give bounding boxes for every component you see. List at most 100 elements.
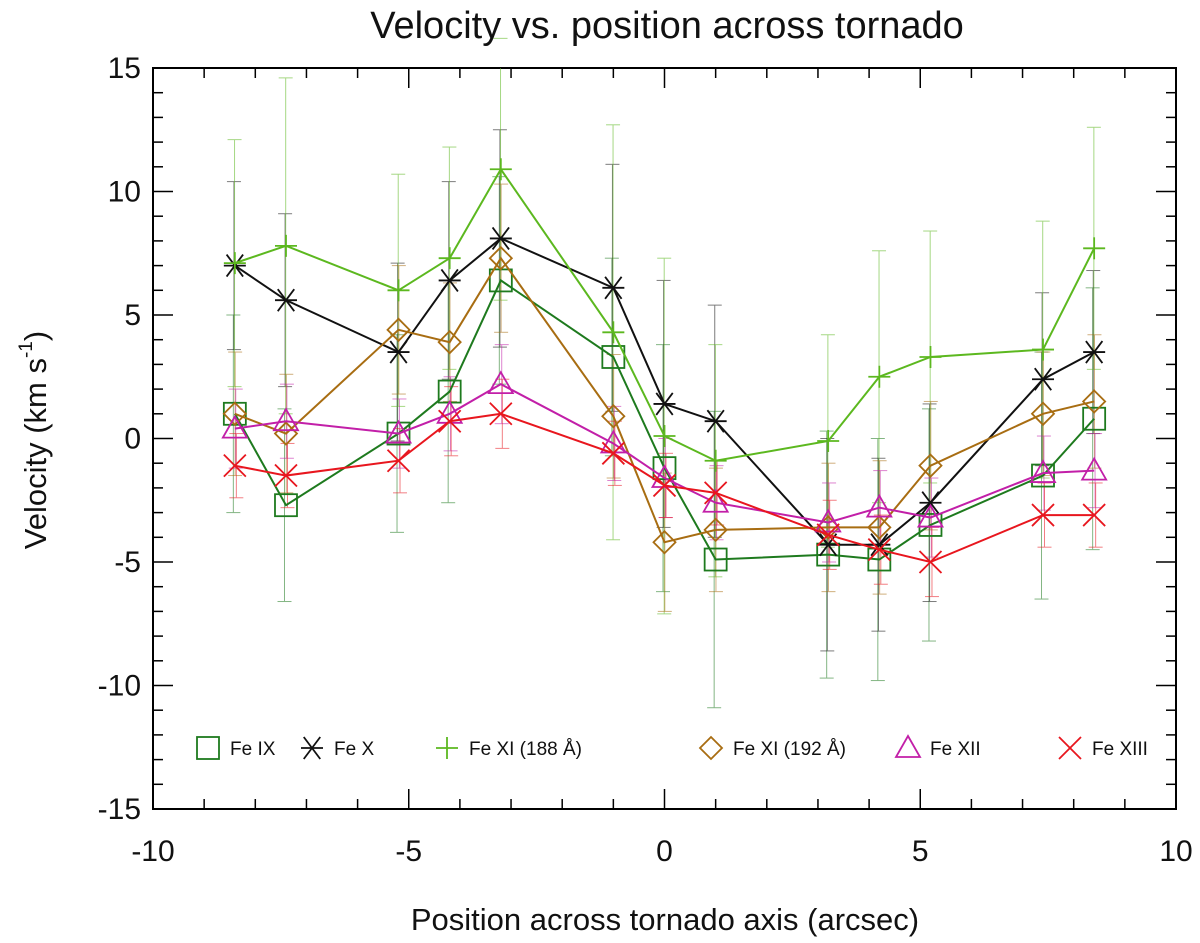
point-fe-xi-188 (868, 365, 891, 388)
x-stroke-2 (867, 538, 891, 562)
x-stroke-2 (601, 441, 625, 465)
ast-d2 (1085, 340, 1104, 364)
legend-label-fe-xi-192: Fe XI (192 Å) (733, 739, 846, 760)
point-fe-xiii (438, 409, 462, 433)
x-stroke-2 (816, 523, 840, 547)
ast-d2 (921, 491, 940, 515)
point-fe-xi-188 (602, 321, 625, 344)
point-fe-xi-188 (817, 429, 840, 452)
point-fe-xi-192 (918, 453, 943, 478)
legend-label-fe-xi-188: Fe XI (188 Å) (469, 739, 582, 760)
point-fe-xii (436, 399, 464, 424)
y-axis-label-exponent: -1 (16, 341, 37, 358)
x-stroke-2 (438, 409, 462, 433)
point-fe-ix (601, 345, 626, 369)
x-stroke-2 (489, 402, 513, 426)
legend-item-fe-xi-192: Fe XI (192 Å) (698, 735, 846, 761)
point-fe-xi-188 (489, 158, 512, 181)
point-fe-x (868, 533, 891, 557)
errorbar-layer (226, 37, 1103, 709)
point-fe-xi-188 (919, 345, 942, 368)
legend-marker-fe-xiii (1058, 736, 1082, 760)
ast-d2 (440, 268, 459, 292)
x-stroke-2 (1031, 503, 1055, 527)
legend-item-fe-x: Fe X (301, 736, 374, 760)
point-fe-xii (916, 503, 945, 528)
point-fe-xiii (816, 523, 840, 547)
x-tick-label: 0 (656, 835, 673, 868)
legend-item-fe-xii: Fe XII (894, 734, 981, 760)
point-fe-xiii (1082, 503, 1106, 527)
point-fe-xii (865, 493, 893, 518)
point-fe-xi-188 (653, 425, 676, 448)
series-line-fe-xi-192 (234, 256, 1095, 544)
ast-d2 (277, 288, 295, 312)
y-tick-label: 0 (124, 423, 141, 456)
x-stroke-2 (223, 454, 247, 478)
ast-d2 (870, 533, 889, 557)
x-stroke-2 (652, 473, 677, 498)
y-axis-label-main: Velocity (km s (18, 358, 53, 549)
point-fe-xii (272, 407, 300, 432)
point-fe-xii (221, 414, 249, 439)
legend-item-fe-xiii: Fe XIII (1058, 736, 1148, 760)
point-fe-xi-188 (704, 449, 727, 472)
point-fe-xii (1080, 456, 1108, 481)
ast-d2 (604, 276, 623, 300)
point-fe-xii (1029, 459, 1057, 483)
errorbars-fe-xi-188 (227, 37, 1101, 615)
ast-d2 (1034, 367, 1052, 391)
x-tick-label: 10 (1159, 835, 1192, 868)
point-fe-xi-192 (386, 317, 411, 343)
ast-d2 (491, 226, 510, 250)
point-fe-ix (703, 547, 728, 572)
point-fe-xiii (867, 538, 891, 562)
x-stroke-2 (386, 449, 411, 473)
legend-marker-fe-xi-188 (436, 737, 458, 759)
chart-title: Velocity vs. position across tornado (370, 5, 964, 47)
point-fe-xi-192 (488, 245, 514, 271)
legend-marker-fe-xi-192 (698, 735, 724, 761)
ast-d2 (389, 340, 408, 364)
point-fe-xi-192 (867, 515, 892, 540)
legend-marker-fe-x (301, 736, 323, 760)
x-tick-label: 5 (912, 835, 929, 868)
point-fe-xii (702, 488, 730, 513)
point-fe-xi-188 (1032, 338, 1055, 361)
point-fe-xi-188 (274, 234, 297, 257)
legend: Fe IX Fe X Fe XI (188 Å) Fe XI (192 Å) Fe XI… (196, 734, 1148, 761)
legend-marker-fe-xii (894, 734, 922, 758)
point-fe-xii (384, 419, 413, 444)
y-tick-label: 15 (108, 52, 141, 85)
point-fe-ix (274, 493, 298, 518)
errorbars-fe-xi-192 (228, 183, 1102, 612)
point-fe-xi-188 (223, 252, 246, 275)
x-stroke-2 (1082, 503, 1106, 527)
point-fe-xiii (274, 463, 298, 488)
legend-label-fe-x: Fe X (334, 739, 374, 760)
y-tick-label: -10 (98, 670, 141, 703)
x-stroke-2 (1058, 736, 1082, 760)
point-fe-xii (487, 370, 515, 395)
legend-label-fe-xii: Fe XII (930, 739, 981, 760)
point-fe-xii (814, 508, 842, 533)
series-line-fe-xii (234, 383, 1095, 524)
point-fe-x (1083, 340, 1106, 364)
point-fe-xi-192 (1081, 389, 1107, 414)
point-fe-xii (650, 464, 679, 488)
point-fe-xiii (223, 454, 247, 478)
y-tick-label: 10 (108, 176, 141, 209)
x-axis-label: Position across tornado axis (arcsec) (411, 902, 919, 937)
point-fe-x (602, 276, 625, 300)
y-tick-label: 5 (124, 299, 141, 332)
ast-d2 (303, 736, 321, 760)
ast-d2 (655, 392, 674, 416)
legend-marker-fe-ix (196, 736, 220, 760)
point-fe-xi-188 (387, 279, 410, 302)
legend-item-fe-xi-188: Fe XI (188 Å) (436, 737, 582, 760)
errorbars-fe-x (226, 129, 1101, 652)
point-fe-xiii (386, 449, 411, 473)
axes-layer: -10 -5 0 5 10 -15 -10 -5 0 5 10 15 (98, 52, 1193, 868)
legend-item-fe-ix: Fe IX (196, 736, 276, 760)
